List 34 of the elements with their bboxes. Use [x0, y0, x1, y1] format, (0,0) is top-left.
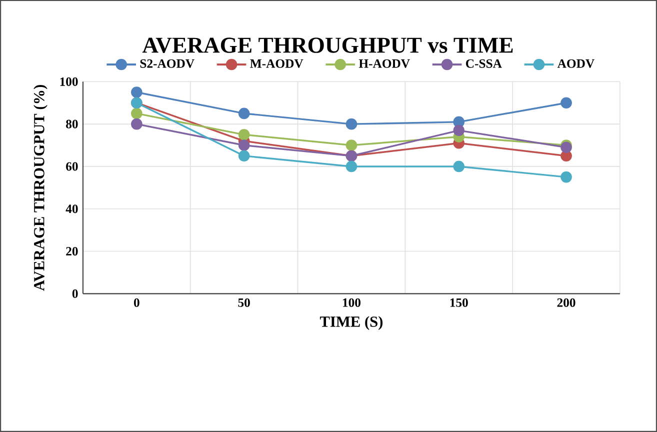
y-tick-label: 20 — [66, 246, 78, 256]
legend-label: S2-AODV — [140, 59, 194, 68]
y-tick-label: 100 — [60, 77, 78, 86]
point — [346, 160, 358, 172]
point — [346, 140, 358, 151]
point — [453, 124, 465, 136]
legend-label: M-AODV — [250, 59, 304, 68]
point — [238, 150, 250, 162]
point — [560, 97, 572, 109]
point — [453, 160, 465, 172]
y-tick-label: 40 — [66, 204, 78, 214]
chart-title: AVERAGE THROUGHPUT vs TIME — [142, 38, 513, 53]
x-tick-label: 0 — [134, 298, 140, 307]
legend-label: AODV — [557, 59, 594, 68]
point — [131, 86, 142, 98]
point — [131, 108, 142, 120]
y-tick-label: 60 — [66, 162, 78, 171]
x-tick-label: 150 — [450, 298, 468, 307]
point — [560, 171, 572, 183]
point — [238, 140, 250, 151]
point — [131, 118, 142, 130]
y-tick-label: 0 — [72, 289, 78, 298]
legend-label: C-SSA — [466, 59, 502, 68]
point — [238, 108, 250, 120]
legend-label: H-AODV — [358, 59, 410, 68]
y-tick-label: 80 — [66, 120, 78, 128]
point — [346, 118, 358, 130]
point — [238, 128, 250, 140]
point — [560, 142, 572, 154]
x-axis-title: TIME (S) — [320, 316, 383, 330]
y-axis-title: AVERAGE THROUGPUT (%) — [34, 84, 48, 291]
x-tick-label: 50 — [238, 298, 250, 307]
x-tick-label: 200 — [557, 298, 576, 307]
x-tick-label: 100 — [342, 298, 360, 307]
